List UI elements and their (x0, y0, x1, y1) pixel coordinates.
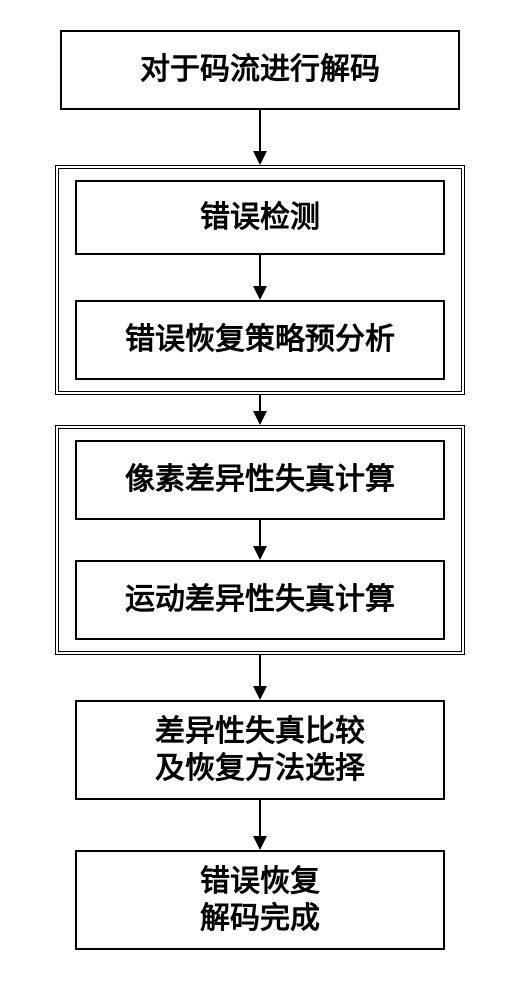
step-decode-label: 对于码流进行解码 (140, 51, 380, 89)
step-motion-distortion: 运动差异性失真计算 (75, 560, 445, 640)
step-recover-done-label: 错误恢复 解码完成 (200, 863, 320, 938)
step-decode: 对于码流进行解码 (60, 30, 460, 110)
step-strategy-preanalyze: 错误恢复策略预分析 (75, 300, 445, 380)
step-error-detect-label: 错误检测 (200, 199, 320, 237)
step-error-detect: 错误检测 (75, 180, 445, 255)
step-motion-distortion-label: 运动差异性失真计算 (125, 581, 395, 619)
arrow-4 (253, 520, 267, 560)
step-compare-select-label: 差异性失真比较 及恢复方法选择 (155, 713, 365, 788)
step-pixel-distortion: 像素差异性失真计算 (75, 440, 445, 520)
arrow-5 (253, 655, 267, 700)
arrow-1 (253, 110, 267, 165)
arrow-6 (253, 800, 267, 850)
arrow-2 (253, 255, 267, 300)
step-strategy-preanalyze-label: 错误恢复策略预分析 (125, 321, 395, 359)
step-recover-done: 错误恢复 解码完成 (75, 850, 445, 950)
step-compare-select: 差异性失真比较 及恢复方法选择 (75, 700, 445, 800)
arrow-3 (253, 395, 267, 425)
flowchart-canvas: 对于码流进行解码 错误检测 错误恢复策略预分析 像素差异性失真计算 运动差异性失… (0, 0, 519, 1000)
step-pixel-distortion-label: 像素差异性失真计算 (125, 461, 395, 499)
